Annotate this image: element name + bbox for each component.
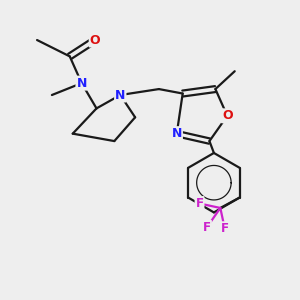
Text: F: F <box>196 197 203 210</box>
Text: O: O <box>222 109 232 122</box>
Text: F: F <box>221 222 229 235</box>
Text: N: N <box>115 88 125 101</box>
Text: O: O <box>90 34 100 46</box>
Text: F: F <box>203 221 211 234</box>
Text: N: N <box>76 76 87 90</box>
Text: N: N <box>172 127 182 140</box>
